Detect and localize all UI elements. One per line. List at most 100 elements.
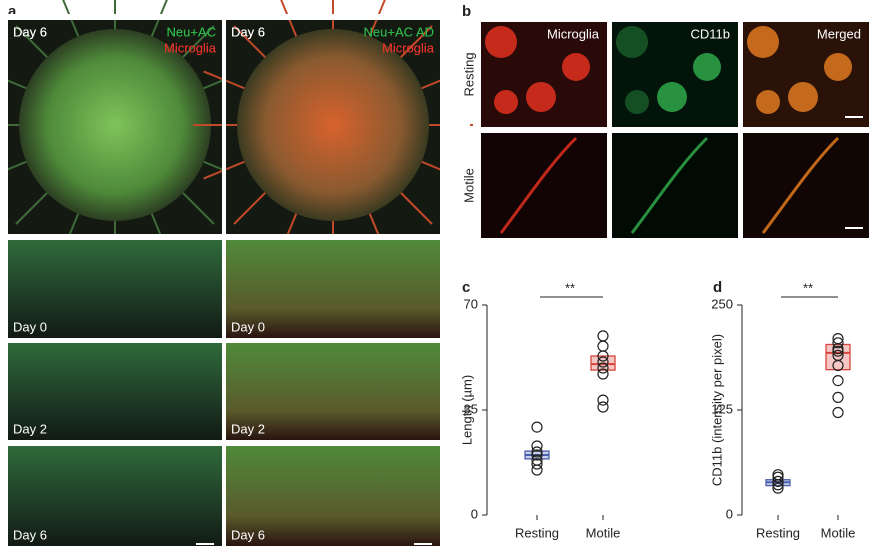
y-tick-label: 250 (711, 296, 733, 311)
cell (630, 136, 709, 234)
data-point (772, 471, 784, 483)
green-label: Neu+AC AD (364, 24, 434, 39)
significance: ** (565, 280, 575, 295)
row-label: Motile (461, 168, 476, 203)
micrograph (612, 133, 738, 238)
channel-label: Microglia (547, 26, 600, 41)
micrograph (8, 240, 222, 338)
micrograph (8, 343, 222, 440)
channel (182, 192, 215, 225)
data-point (597, 362, 609, 374)
data-point (832, 391, 844, 403)
data-point (531, 449, 543, 461)
micrograph (226, 240, 440, 338)
cell (824, 53, 852, 81)
red-label: Microglia (164, 40, 217, 55)
data-point (772, 479, 784, 491)
data-point (531, 464, 543, 476)
data-point (597, 340, 609, 352)
channel (400, 25, 433, 58)
day-label: Day 2 (13, 421, 47, 436)
micrograph (481, 133, 607, 238)
data-point (597, 394, 609, 406)
organoid (19, 29, 211, 221)
data-point (772, 482, 784, 494)
day-label: Day 6 (13, 527, 47, 542)
cell (526, 82, 556, 112)
panel-label: d (713, 279, 722, 296)
cell (616, 26, 648, 58)
red-label: Microglia (382, 40, 435, 55)
day-label: Day 0 (13, 319, 47, 334)
panel-label: c (462, 279, 470, 296)
y-tick-label: 125 (711, 401, 733, 416)
red-label: Microglia (164, 40, 217, 55)
data-point (597, 368, 609, 380)
cell (499, 136, 578, 234)
data-point (832, 345, 844, 357)
organoid (237, 29, 429, 221)
cell (625, 90, 649, 114)
cell (562, 53, 590, 81)
micrograph (8, 446, 222, 546)
y-tick-label: 0 (726, 506, 733, 521)
channel (15, 192, 48, 225)
day-label: Day 6 (231, 24, 265, 39)
data-point (597, 401, 609, 413)
channel (233, 25, 266, 58)
data-point (597, 330, 609, 342)
day-label: Day 0 (231, 319, 265, 334)
y-axis-label: Length (µm) (459, 375, 474, 445)
data-point (531, 446, 543, 458)
cell (485, 26, 517, 58)
channel-label: Merged (817, 26, 861, 41)
panel-label: a (8, 3, 17, 20)
y-tick-label: 70 (464, 296, 478, 311)
cell (693, 53, 721, 81)
data-point (832, 406, 844, 419)
green-label: Neu+AC (167, 24, 217, 39)
cell (494, 90, 518, 114)
day-label: Day 6 (231, 24, 265, 39)
row-label: Resting (461, 52, 476, 96)
day-label: Day 6 (13, 24, 47, 39)
cell (756, 90, 780, 114)
x-tick-label: Resting (515, 525, 559, 540)
channel (15, 25, 48, 58)
x-tick-label: Motile (586, 525, 621, 540)
micrograph (226, 343, 440, 440)
cell (761, 136, 840, 234)
x-tick-label: Motile (821, 525, 856, 540)
data-point (531, 421, 543, 433)
y-tick-label: 35 (464, 401, 478, 416)
cell (657, 82, 687, 112)
channel (233, 192, 266, 225)
day-label: Day 6 (13, 24, 47, 39)
panel-label: b (462, 3, 471, 20)
cell (788, 82, 818, 112)
micrograph (743, 133, 869, 238)
channel (400, 192, 433, 225)
y-axis-label: CD11b (intensity per pixel) (709, 334, 724, 486)
data-point (531, 458, 543, 470)
day-label: Day 2 (231, 421, 265, 436)
day-label: Day 6 (231, 527, 265, 542)
channel-label: CD11b (690, 26, 730, 41)
data-point (597, 356, 609, 368)
data-point (832, 375, 844, 387)
data-point (772, 475, 784, 487)
channel (182, 25, 215, 58)
x-tick-label: Resting (756, 525, 800, 540)
data-point (531, 440, 543, 452)
data-point (597, 350, 609, 362)
mask (0, 20, 8, 234)
mask (440, 0, 470, 240)
mask (0, 14, 444, 20)
y-tick-label: 0 (471, 506, 478, 521)
data-point (832, 359, 844, 372)
significance: ** (803, 280, 813, 295)
green-label: Neu+AC (167, 24, 217, 39)
micrograph (226, 446, 440, 546)
red-label: Microglia (382, 40, 435, 55)
